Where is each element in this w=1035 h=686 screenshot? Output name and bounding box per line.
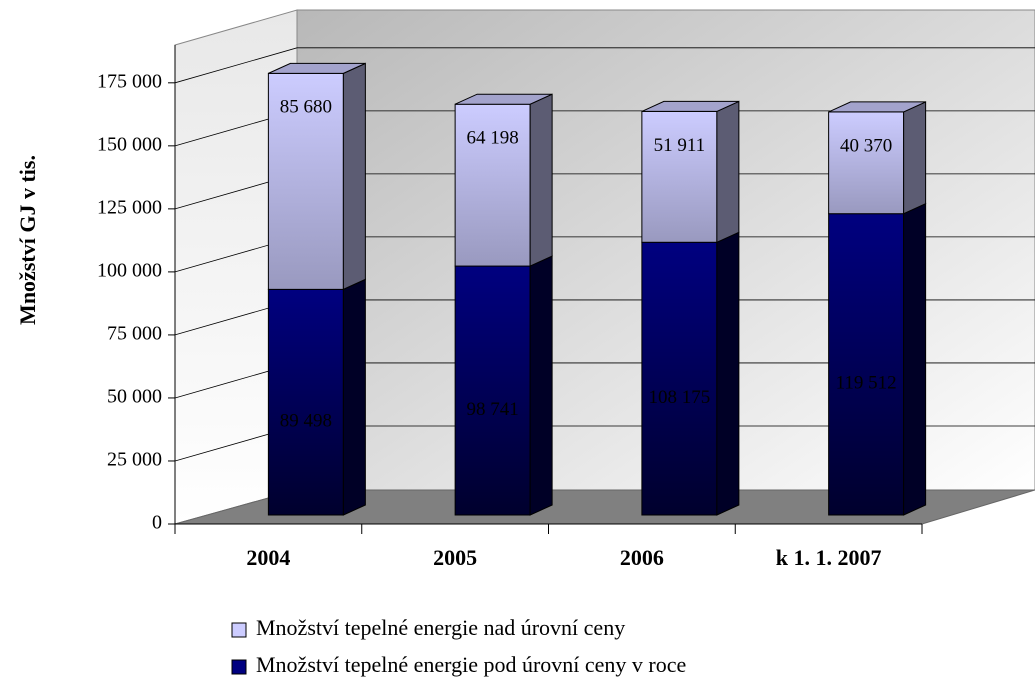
bar bbox=[267, 72, 344, 290]
bar-side bbox=[529, 255, 553, 516]
bar bbox=[828, 111, 905, 215]
bar-top bbox=[828, 101, 926, 113]
value-label: 98 741 bbox=[467, 399, 519, 420]
y-tick-label: 50 000 bbox=[107, 386, 162, 408]
bar-side bbox=[716, 231, 740, 516]
grid-line bbox=[174, 47, 1035, 84]
bar-side bbox=[903, 101, 927, 215]
bar-top bbox=[454, 93, 553, 105]
bar bbox=[828, 213, 905, 516]
legend-label: Množství tepelné energie pod úrovní ceny… bbox=[256, 652, 686, 677]
x-tick-label: 2005 bbox=[433, 545, 477, 570]
legend-label: Množství tepelné energie nad úrovní ceny bbox=[256, 615, 625, 640]
y-axis-title: Množství GJ v tis. bbox=[15, 155, 40, 325]
bar-side bbox=[716, 100, 740, 244]
y-tick-label: 25 000 bbox=[107, 449, 162, 471]
bar bbox=[641, 110, 718, 243]
value-label: 51 911 bbox=[654, 135, 706, 156]
bar-side bbox=[903, 202, 927, 516]
value-label: 64 198 bbox=[467, 128, 519, 149]
bar bbox=[267, 288, 344, 516]
bar-side bbox=[529, 93, 553, 267]
y-tick-label: 150 000 bbox=[97, 133, 162, 155]
legend-swatch bbox=[231, 659, 247, 675]
value-label: 89 498 bbox=[280, 411, 332, 432]
bar bbox=[454, 265, 531, 516]
bar-side bbox=[342, 62, 366, 291]
bar-top bbox=[268, 62, 366, 74]
bar-side bbox=[342, 278, 366, 516]
value-label: 119 512 bbox=[836, 373, 897, 394]
y-tick-label: 175 000 bbox=[97, 70, 162, 92]
value-label: 40 370 bbox=[840, 135, 892, 156]
value-label: 108 175 bbox=[649, 387, 711, 408]
y-tick-label: 0 bbox=[152, 512, 162, 534]
x-tick-label: 2006 bbox=[620, 545, 664, 570]
x-tick-label: 2004 bbox=[246, 545, 290, 570]
value-label: 85 680 bbox=[280, 97, 332, 118]
y-tick-label: 75 000 bbox=[107, 323, 162, 345]
x-tick-label: k 1. 1. 2007 bbox=[776, 545, 882, 570]
y-tick-label: 125 000 bbox=[97, 196, 162, 218]
legend-swatch bbox=[231, 622, 247, 638]
bar-top bbox=[641, 100, 740, 112]
bar bbox=[454, 103, 531, 267]
y-tick-label: 100 000 bbox=[97, 259, 162, 281]
bar bbox=[641, 241, 718, 516]
